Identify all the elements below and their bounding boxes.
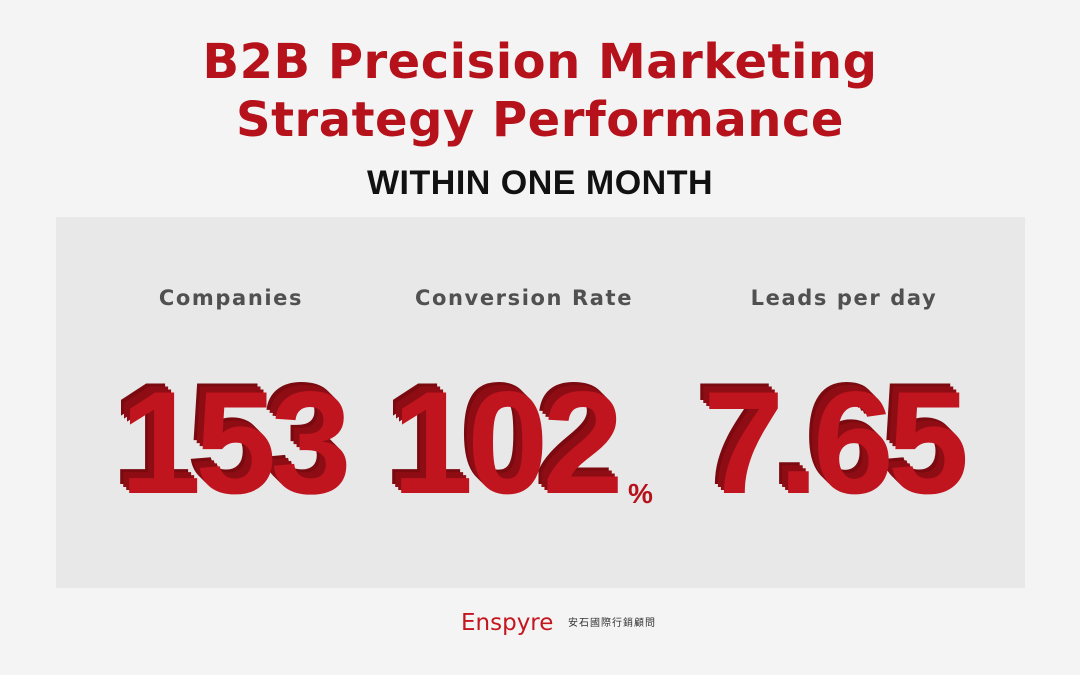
stat-value-leads-per-day: 7.65 [703, 361, 969, 524]
stat-value-companies: 153 [120, 361, 352, 524]
stats-panel [56, 217, 1025, 588]
stat-label-leads-per-day: Leads per day [750, 286, 938, 310]
brand-logo: Enspyre [461, 610, 554, 636]
page-title-line-2: Strategy Performance [236, 92, 844, 148]
stat-value-conversion-rate: 102 [392, 361, 624, 524]
page-title-line-1: B2B Precision Marketing [202, 34, 878, 90]
stat-unit-percent: % [628, 478, 653, 509]
stat-label-companies: Companies [158, 286, 304, 310]
page-subtitle: WITHIN ONE MONTH [366, 164, 714, 202]
brand-chinese-name: 安石國際行銷顧問 [568, 618, 656, 629]
stat-label-conversion-rate: Conversion Rate [414, 286, 634, 310]
